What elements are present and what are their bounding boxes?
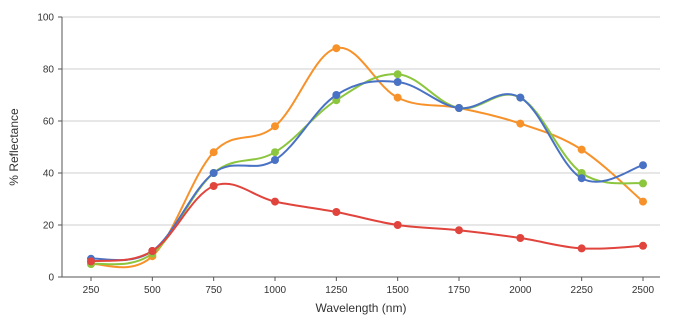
data-point <box>455 104 463 112</box>
data-point <box>393 93 402 102</box>
data-point <box>209 182 218 190</box>
data-point <box>332 91 341 99</box>
data-point <box>639 161 647 170</box>
data-point <box>271 148 279 157</box>
axes <box>58 16 660 281</box>
data-point <box>639 197 647 206</box>
data-point <box>639 241 647 250</box>
x-tick-label: 500 <box>144 285 161 296</box>
x-tick-label: 2250 <box>571 285 594 296</box>
x-axis-label: Wavelength (nm) <box>316 301 407 315</box>
data-point <box>577 174 586 183</box>
data-point <box>271 197 279 206</box>
data-point <box>332 44 341 53</box>
series-line-2 <box>90 73 644 266</box>
data-point <box>577 145 586 154</box>
x-tick-label: 2000 <box>509 285 532 296</box>
series-lines <box>90 47 644 269</box>
y-tick-label: 0 <box>48 273 54 284</box>
data-point <box>209 148 218 157</box>
data-point <box>516 93 525 102</box>
data-point <box>639 179 647 188</box>
data-point <box>455 226 463 235</box>
series-line-1 <box>90 47 644 269</box>
data-point <box>516 234 525 242</box>
data-point <box>271 122 279 131</box>
y-axis-label: % Reflectance <box>7 108 21 186</box>
x-tick-label: 1500 <box>387 285 410 296</box>
y-tick-label: 80 <box>43 65 55 76</box>
data-point <box>332 208 341 216</box>
data-point <box>393 221 402 229</box>
data-point <box>516 119 525 128</box>
data-point <box>148 247 157 255</box>
x-tick-label: 1750 <box>448 285 471 296</box>
data-point <box>577 244 586 253</box>
y-tick-label: 40 <box>43 169 55 180</box>
y-tick-labels: 0 20 40 60 80 100 <box>37 13 54 284</box>
data-point <box>393 78 402 86</box>
data-points <box>87 44 647 268</box>
x-tick-label: 1250 <box>325 285 348 296</box>
x-tick-label: 250 <box>83 285 100 296</box>
series-line-3 <box>90 80 644 262</box>
x-tick-label: 750 <box>205 285 222 296</box>
gridlines <box>62 16 660 226</box>
y-tick-label: 60 <box>43 117 55 128</box>
data-point <box>209 169 218 177</box>
x-tick-label: 2500 <box>632 285 655 296</box>
y-tick-label: 100 <box>37 13 54 24</box>
data-point <box>393 70 402 79</box>
series-line-4 <box>90 182 644 263</box>
data-point <box>87 257 95 266</box>
x-tick-labels: 250 500 750 1000 1250 1500 1750 2000 2250 2500 <box>83 285 655 296</box>
x-tick-label: 1000 <box>264 285 287 296</box>
data-point <box>271 156 279 164</box>
y-tick-label: 20 <box>43 221 55 232</box>
